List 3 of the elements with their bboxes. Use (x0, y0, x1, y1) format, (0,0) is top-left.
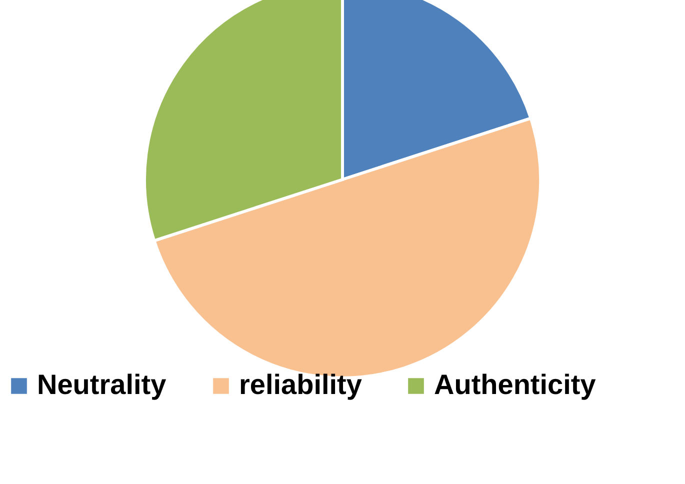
legend-label: Authenticity (434, 369, 596, 400)
legend-label: Neutrality (37, 369, 167, 400)
legend-label: reliability (239, 369, 362, 400)
